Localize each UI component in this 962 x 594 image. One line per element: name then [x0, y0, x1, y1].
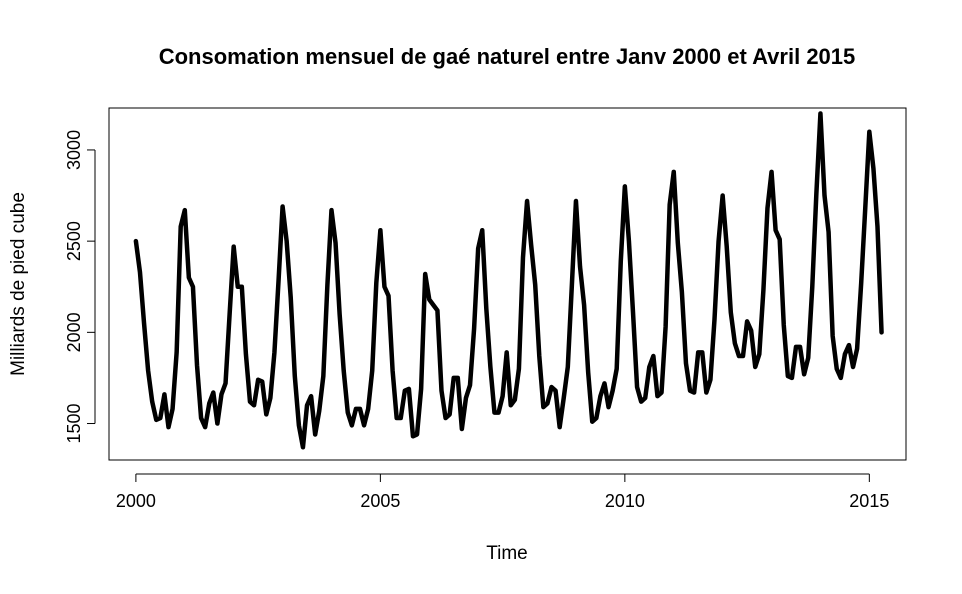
x-tick-label: 2010 [605, 491, 645, 511]
y-tick-label: 3000 [64, 130, 84, 170]
x-tick-label: 2000 [116, 491, 156, 511]
y-tick-label: 2000 [64, 312, 84, 352]
x-tick-label: 2015 [849, 491, 889, 511]
plot-frame [108, 107, 907, 461]
x-axis-label: Time [486, 543, 528, 564]
y-tick-label: 1500 [64, 403, 84, 443]
series-line [133, 111, 884, 450]
chart-title: Consomation mensuel de gaé naturel entre… [159, 44, 856, 69]
x-tick-label: 2005 [360, 491, 400, 511]
y-axis-label: Milliards de pied cube [8, 192, 29, 376]
y-tick-label: 2500 [64, 221, 84, 261]
y-axis: 1500 2000 2500 3000 [64, 130, 96, 444]
x-axis: 2000 2005 2010 2015 [116, 473, 889, 511]
